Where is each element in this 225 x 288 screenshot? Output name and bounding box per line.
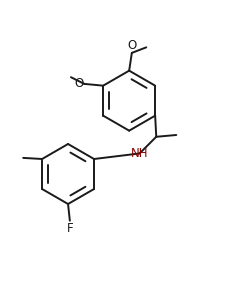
- Text: O: O: [127, 39, 136, 52]
- Text: F: F: [67, 222, 73, 235]
- Text: NH: NH: [131, 147, 148, 160]
- Text: O: O: [74, 77, 84, 90]
